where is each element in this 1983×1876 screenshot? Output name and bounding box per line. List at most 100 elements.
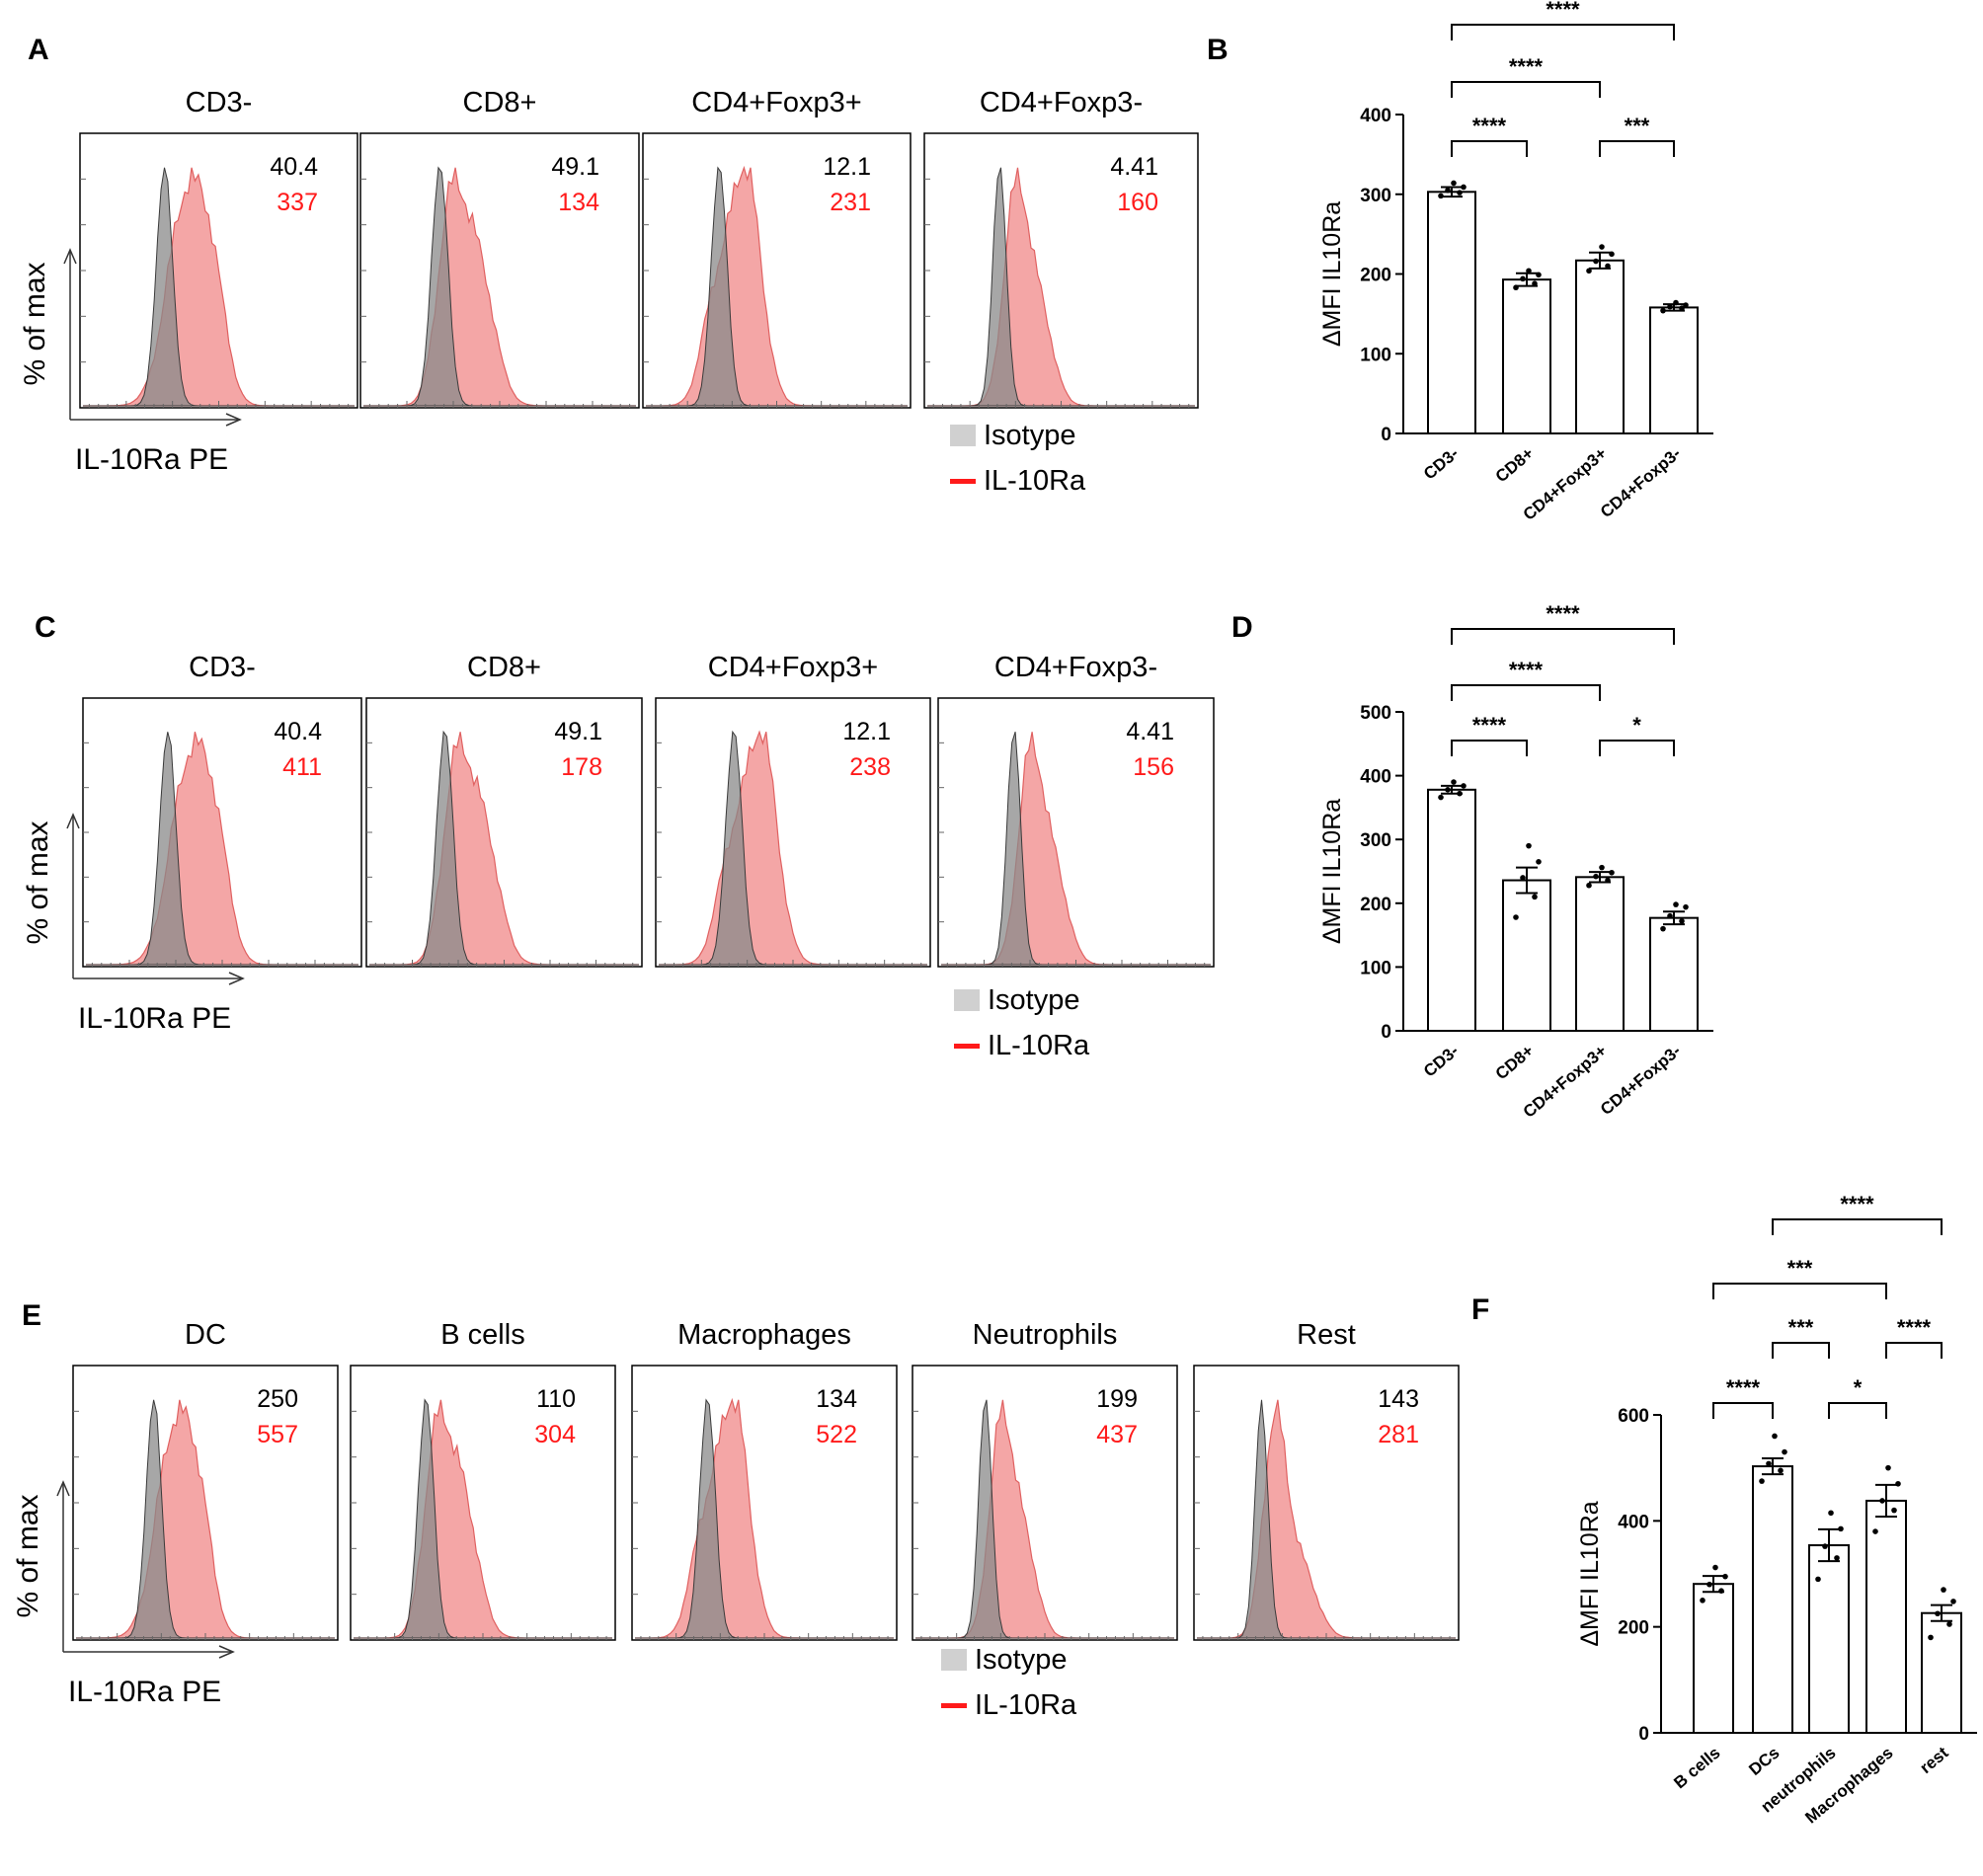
x-arrow-head	[228, 972, 245, 985]
isotype-value: 250	[257, 1385, 298, 1413]
y-tick-label: 0	[1381, 1022, 1391, 1043]
significance-bracket	[1828, 1402, 1887, 1419]
data-point	[1950, 1599, 1956, 1604]
significance-label: ***	[1787, 1256, 1813, 1281]
isotype-value: 40.4	[270, 153, 318, 181]
significance-label: ***	[1788, 1315, 1814, 1340]
il10ra-value: 134	[558, 189, 599, 216]
data-point	[1759, 1478, 1765, 1484]
category-label: CD4+Foxp3-	[1597, 1042, 1685, 1120]
data-point	[1445, 787, 1451, 793]
isotype-value: 12.1	[842, 718, 891, 745]
y-tick-label: 300	[1360, 186, 1391, 206]
panel-letter-b: B	[1207, 34, 1229, 66]
histogram-frame	[631, 1365, 898, 1641]
x-axis-label: IL-10Ra PE	[78, 1002, 231, 1035]
data-point	[1712, 1564, 1718, 1571]
isotype-histogram	[76, 1399, 335, 1639]
population-title: CD3-	[189, 652, 256, 683]
category-label: CD3-	[1420, 1042, 1463, 1081]
il10ra-value: 281	[1378, 1421, 1419, 1448]
category-label: rest	[1916, 1743, 1951, 1777]
isotype-value: 4.41	[1126, 718, 1174, 745]
data-point	[1438, 794, 1444, 801]
legend-il10ra-label: IL-10Ra	[984, 465, 1086, 497]
histogram-frame	[937, 697, 1215, 968]
y-arrow-head	[66, 813, 80, 829]
significance-bracket	[1772, 1342, 1830, 1359]
significance-bracket	[1451, 684, 1601, 701]
data-point	[1451, 180, 1457, 187]
data-point	[1660, 925, 1666, 932]
histogram-panel: Macrophages 134 522	[631, 1319, 898, 1641]
significance-bracket	[1712, 1402, 1774, 1419]
data-point	[1683, 302, 1689, 308]
data-point	[1872, 1528, 1878, 1534]
legend-isotype-label: Isotype	[984, 420, 1076, 451]
significance-bracket	[1451, 140, 1528, 157]
isotype-histogram	[635, 1398, 894, 1639]
histogram-row-e: DC 250 557 B cells 110 304 Macrophages 134 522 Ne…	[12, 1319, 1460, 1721]
significance-label: ****	[1897, 1315, 1932, 1340]
significance-label: ****	[1726, 1375, 1761, 1400]
significance-bracket	[1599, 140, 1675, 157]
data-point	[1895, 1480, 1901, 1487]
data-point	[1599, 864, 1605, 871]
histogram-frame	[642, 132, 912, 409]
bar	[1575, 876, 1625, 1033]
bar	[1921, 1611, 1962, 1735]
isotype-histogram	[941, 732, 1211, 966]
histogram-row-a: CD3-40.4337CD8+49.1134CD4+Foxp3+12.1231C…	[19, 87, 1199, 497]
y-tick-label: 400	[1360, 106, 1391, 126]
significance-bracket	[1451, 81, 1601, 98]
y-axis-label: % of max	[19, 262, 51, 385]
data-point	[1879, 1498, 1885, 1504]
y-axis-label: ΔMFI IL10Ra	[1318, 201, 1346, 347]
isotype-value: 12.1	[823, 153, 871, 181]
data-point	[1928, 1634, 1934, 1641]
il10ra-value: 178	[561, 753, 602, 781]
data-point	[1778, 1467, 1784, 1474]
data-point	[1609, 251, 1615, 258]
category-label: CD8+	[1492, 1041, 1538, 1083]
histogram-panel: CD3- 40.4 411	[82, 652, 362, 968]
isotype-value: 4.41	[1110, 153, 1158, 181]
y-axis-label: ΔMFI IL10Ra	[1318, 799, 1346, 944]
isotype-histogram	[915, 1399, 1174, 1639]
isotype-histogram	[927, 167, 1195, 407]
data-point	[1532, 894, 1538, 900]
data-point	[1706, 1581, 1712, 1588]
histogram-panel: CD8+ 49.1 178	[365, 652, 643, 968]
data-point	[1605, 877, 1611, 884]
panel-letter-e: E	[22, 1299, 41, 1332]
data-point	[1438, 193, 1444, 199]
data-point	[1828, 1510, 1834, 1517]
significance-label: *	[1854, 1375, 1863, 1400]
bar	[1427, 191, 1476, 434]
legend-il10ra-swatch	[954, 1044, 980, 1049]
data-point	[1782, 1448, 1787, 1455]
il10ra-value: 522	[816, 1421, 857, 1448]
data-point	[1461, 184, 1467, 191]
isotype-histogram	[363, 166, 636, 407]
histogram-frame	[655, 697, 931, 968]
isotype-histogram	[1197, 1399, 1456, 1639]
histogram-panel: Rest 143 281	[1193, 1319, 1460, 1641]
isotype-histogram	[369, 730, 639, 966]
significance-label: ****	[1509, 54, 1544, 79]
significance-label: *	[1632, 713, 1641, 738]
data-point	[1513, 284, 1519, 291]
x-axis-label: IL-10Ra PE	[75, 443, 228, 476]
histogram-panel: CD4+Foxp3+ 12.1 238	[655, 652, 931, 968]
significance-label: ****	[1472, 114, 1507, 138]
significance-label: ****	[1546, 0, 1580, 22]
bar-chart-d: 0 100 200 300 400 500 ΔMFI IL10Ra CD3- CD8+ CD4+F…	[1318, 601, 1713, 1122]
bar-chart-b: 0 100 200 300 400 ΔMFI IL10Ra CD3- CD8+ CD4+Foxp…	[1318, 0, 1713, 524]
y-tick-label: 0	[1381, 425, 1391, 445]
y-tick-label: 400	[1360, 767, 1391, 788]
data-point	[1586, 882, 1592, 889]
il10ra-value: 156	[1133, 753, 1174, 781]
y-arrow-head	[56, 1480, 70, 1497]
data-point	[1586, 268, 1592, 274]
